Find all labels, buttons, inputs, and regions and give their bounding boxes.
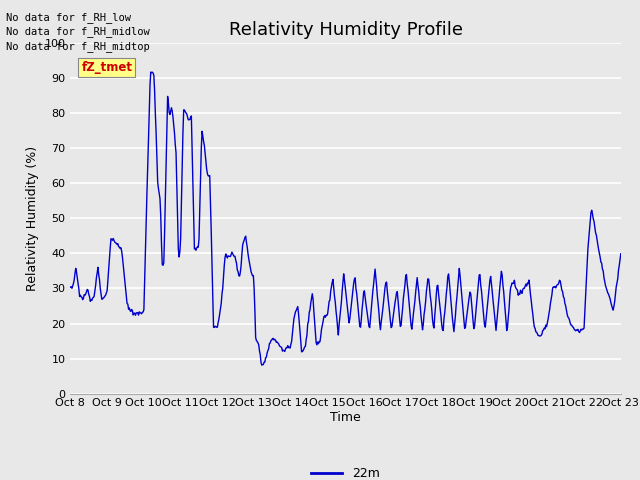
Text: No data for f_RH_low: No data for f_RH_low <box>6 12 131 23</box>
Text: No data for f_RH_midtop: No data for f_RH_midtop <box>6 41 150 52</box>
X-axis label: Time: Time <box>330 411 361 424</box>
Y-axis label: Relativity Humidity (%): Relativity Humidity (%) <box>26 146 39 291</box>
Legend: 22m: 22m <box>306 462 385 480</box>
Text: fZ_tmet: fZ_tmet <box>81 61 132 74</box>
Title: Relativity Humidity Profile: Relativity Humidity Profile <box>228 21 463 39</box>
Text: No data for f_RH_midlow: No data for f_RH_midlow <box>6 26 150 37</box>
